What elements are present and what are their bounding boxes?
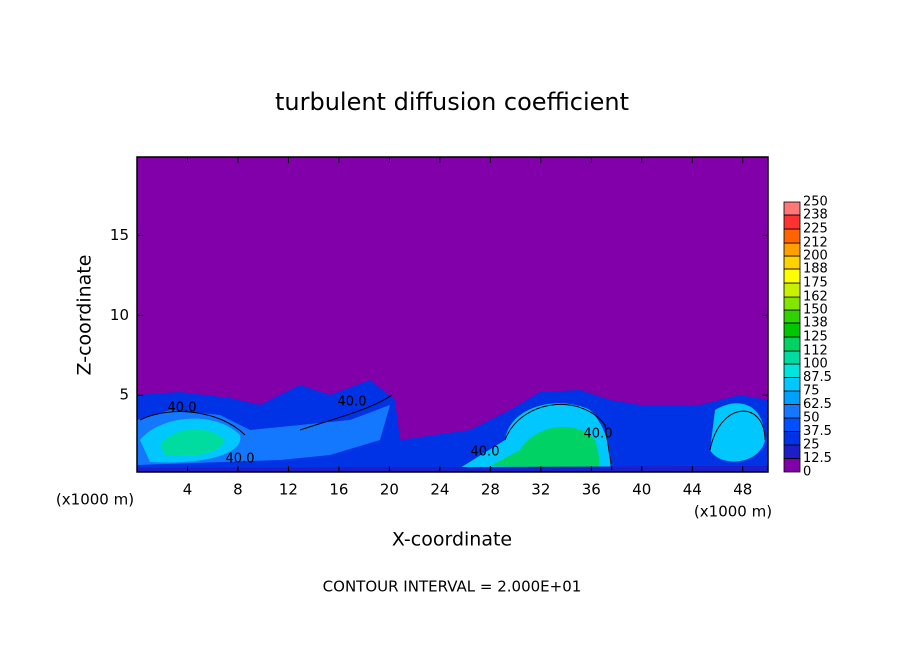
x-tick-label: 24 [430, 481, 449, 499]
colorbar-box [783, 377, 801, 392]
field-region [137, 466, 768, 472]
x-unit-label: (x1000 m) [56, 491, 134, 509]
y-tick-label: 10 [110, 306, 129, 324]
colorbar-label: 12.5 [803, 451, 832, 466]
contour-label: 40.0 [471, 445, 500, 460]
colorbar-box [783, 417, 801, 432]
contour-line [139, 394, 766, 471]
y-tick-label: 15 [110, 226, 129, 244]
colorbar-label: 50 [803, 411, 820, 426]
colorbar-label: 200 [803, 249, 828, 264]
contour-label: 40.0 [584, 427, 613, 442]
x-tick-label: 44 [683, 481, 702, 499]
colorbar-label: 100 [803, 357, 828, 372]
colorbar-label: 75 [803, 384, 820, 399]
colorbar-box [783, 322, 801, 338]
colorbar-box [783, 255, 801, 270]
colorbar-box [783, 458, 801, 473]
x-tick-label: 48 [733, 481, 752, 499]
colorbar-label: 250 [803, 195, 828, 210]
footer-note: CONTOUR INTERVAL = 2.000E+01 [323, 578, 582, 596]
field [137, 157, 768, 472]
colorbar-label: 188 [803, 261, 828, 276]
colorbar-box [783, 214, 801, 230]
contour-label: 40.0 [338, 395, 367, 410]
field-region [710, 403, 765, 462]
field-region [160, 429, 225, 457]
colorbar-label: 225 [803, 222, 828, 237]
chart-title: turbulent diffusion coefficient [275, 88, 629, 116]
x-tick-label: 40 [632, 481, 651, 499]
colorbar-box [783, 363, 801, 378]
colorbar-box [783, 431, 801, 446]
colorbar-label: 212 [803, 236, 828, 251]
field-region [490, 426, 600, 468]
contour-label: 40.0 [168, 401, 197, 416]
colorbar-box [783, 228, 801, 244]
colorbar-box [783, 201, 801, 216]
x-tick-label: 32 [531, 481, 550, 499]
x-axis-label: X-coordinate [392, 529, 512, 551]
colorbar-box [783, 268, 801, 284]
colorbar-box [783, 282, 801, 298]
plot-frame [136, 156, 769, 473]
colorbar-label: 62.5 [803, 397, 832, 412]
colorbar-label: 87.5 [803, 370, 832, 385]
colorbar-box [783, 390, 801, 405]
colorbar-label: 175 [803, 276, 828, 291]
colorbar-box [783, 309, 801, 324]
x-tick-label: 4 [183, 481, 193, 499]
colorbar-label: 112 [803, 344, 828, 359]
colorbar-box [783, 296, 801, 311]
x-tick-label: 28 [481, 481, 500, 499]
colorbar-box [783, 404, 801, 419]
y-tick-label: 5 [119, 386, 129, 404]
colorbar-label: 25 [803, 438, 820, 453]
colorbar-box [783, 336, 801, 352]
colorbar-label: 150 [803, 303, 828, 318]
colorbar-label: 0 [803, 465, 811, 480]
colorbar-box [783, 444, 801, 459]
colorbar-box [783, 350, 801, 365]
y-axis-label: Z-coordinate [74, 255, 96, 376]
x-tick-label: 12 [279, 481, 298, 499]
contour-label: 40.0 [226, 452, 255, 467]
x-tick-label: 20 [380, 481, 399, 499]
colorbar-label: 238 [803, 207, 828, 222]
x-tick-label: 16 [329, 481, 348, 499]
colorbar-label: 37.5 [803, 424, 832, 439]
colorbar-label: 125 [803, 330, 828, 345]
x-tick-label: 8 [233, 481, 243, 499]
x-unit-label: (x1000 m) [694, 503, 772, 521]
colorbar-label: 162 [803, 290, 828, 305]
colorbar-label: 138 [803, 315, 828, 330]
colorbar-box [783, 242, 801, 257]
x-tick-label: 36 [582, 481, 601, 499]
